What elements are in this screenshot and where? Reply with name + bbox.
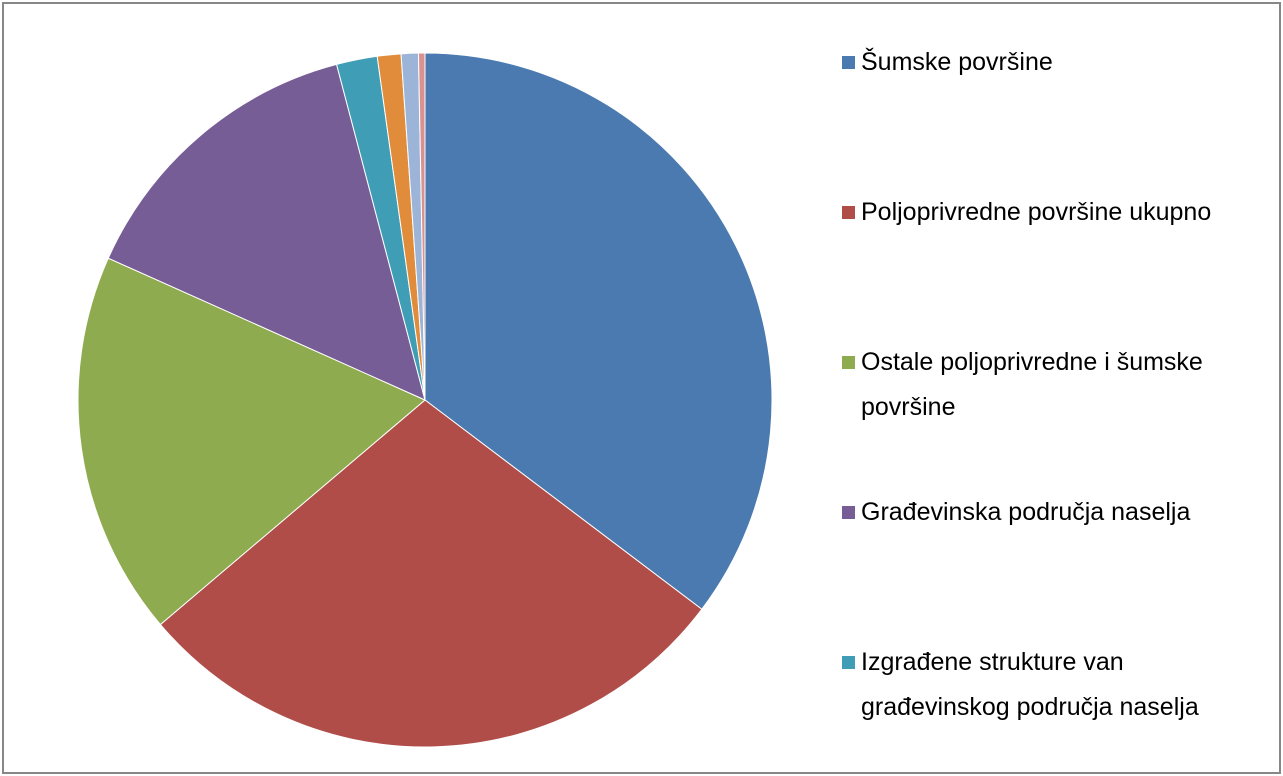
- pie-slice: [159, 399, 703, 748]
- legend-swatch: [842, 206, 855, 219]
- pie-slice: [417, 52, 426, 401]
- pie-chart: [77, 52, 773, 748]
- pie-slice: [424, 52, 773, 610]
- legend-swatch: [842, 356, 855, 369]
- legend-swatch: [842, 506, 855, 519]
- legend-entry: Građevinska područja naselja: [842, 494, 1251, 535]
- legend-label: Izgrađene strukture van građevinskog pod…: [861, 648, 1199, 721]
- legend-entry: Poljoprivredne površine ukupno: [842, 194, 1251, 235]
- legend-label: Poljoprivredne površine ukupno: [861, 198, 1212, 226]
- legend-entry: Izgrađene strukture van građevinskog pod…: [842, 644, 1251, 730]
- legend-label: Građevinska područja naselja: [861, 498, 1191, 526]
- pie-slice: [77, 257, 426, 626]
- legend-swatch: [842, 56, 855, 69]
- legend-label: Šumske površine: [861, 48, 1053, 76]
- legend-swatch: [842, 656, 855, 669]
- pie-slice: [107, 63, 426, 401]
- legend-entry: Šumske površine: [842, 44, 1251, 85]
- legend-entry: Ostale poljoprivredne i šumske površine: [842, 344, 1251, 430]
- legend-label: Ostale poljoprivredne i šumske površine: [861, 348, 1203, 421]
